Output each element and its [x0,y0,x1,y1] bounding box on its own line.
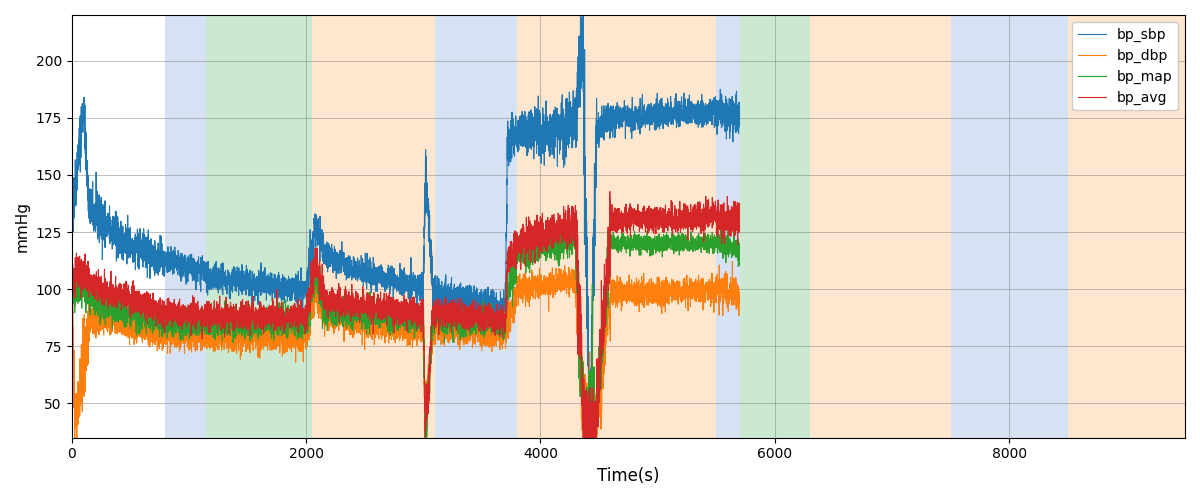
bp_map [608,244,623,250]
Y-axis label: mmHg: mmHg [16,201,30,252]
bp_avg [608,206,623,212]
Line: bp_avg: bp_avg [72,192,739,438]
bp_dbp [608,295,623,301]
bp_dbp [65,286,79,292]
bp_avg [229,306,244,312]
Bar [950,15,1068,438]
Bar [716,15,739,438]
bp_sbp [229,272,244,278]
bp_sbp [608,116,623,122]
Bar [434,15,517,438]
Bar [517,15,716,438]
Bar [166,15,206,438]
bp_map [229,327,244,333]
bp_avg [65,266,79,272]
Line: bp_sbp: bp_sbp [72,15,739,438]
bp_map [65,288,79,294]
Bar [206,15,312,438]
bp_sbp [65,211,79,217]
bp_map [152,310,167,316]
Line: bp_map: bp_map [72,220,739,438]
bp_map [326,323,341,329]
bp_avg [152,308,167,314]
Bar [1068,15,1186,438]
X-axis label: Time(s): Time(s) [598,467,660,485]
bp_dbp [152,338,167,344]
bp_sbp [152,265,167,271]
Bar [312,15,434,438]
Bar [810,15,950,438]
Bar [739,15,810,438]
bp_avg [326,288,341,294]
bp_sbp [326,264,341,270]
bp_dbp [229,330,244,336]
Line: bp_dbp: bp_dbp [72,260,739,438]
Legend: bp_sbp, bp_dbp, bp_map, bp_avg: bp_sbp, bp_dbp, bp_map, bp_avg [1073,22,1178,110]
bp_dbp [326,316,341,322]
